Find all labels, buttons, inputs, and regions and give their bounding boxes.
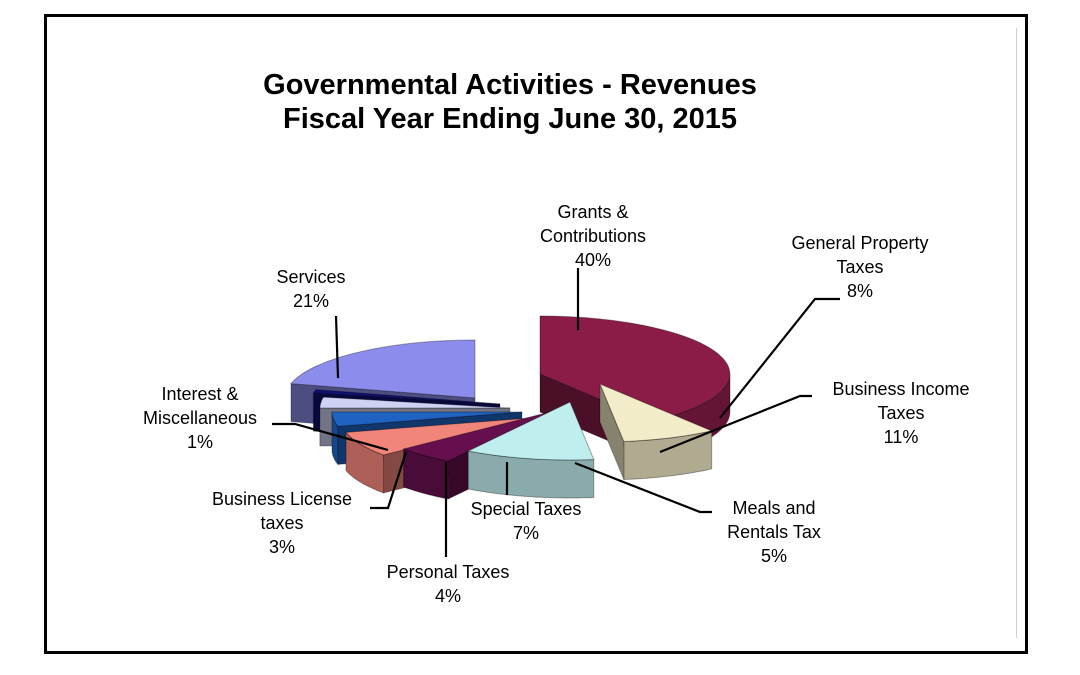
pie-top-services — [289, 339, 476, 399]
slice-label-interest: Interest & — [161, 384, 238, 404]
slice-value-label-meals: 5% — [761, 546, 787, 566]
chart-title: Governmental Activities - Revenues — [263, 69, 757, 101]
slice-value-label-services: 21% — [293, 291, 329, 311]
slice-label-license: Business License — [212, 489, 352, 509]
leader-line-property — [719, 297, 840, 419]
pie-slice-income — [466, 401, 595, 499]
slice-label-property: General Property — [791, 233, 928, 253]
slice-label-property: Taxes — [836, 257, 883, 277]
slice-value-label-interest: 1% — [187, 432, 213, 452]
slice-value-label-license: 3% — [269, 537, 295, 557]
slice-label-special: Special Taxes — [471, 499, 582, 519]
chart-subtitle: Fiscal Year Ending June 30, 2015 — [282, 103, 738, 135]
slice-label-personal: Personal Taxes — [387, 562, 510, 582]
pie-side-personal — [331, 412, 339, 466]
slice-label-interest: Miscellaneous — [143, 408, 257, 428]
leader-line-services — [334, 315, 340, 379]
leader-line-meals — [574, 461, 712, 514]
leader-line-interest — [272, 422, 389, 452]
slice-label-services: Services — [276, 267, 345, 287]
slice-label-income: Business Income — [832, 379, 969, 399]
pie-top-special — [344, 417, 531, 456]
slice-label-income: Taxes — [877, 403, 924, 423]
frame-edge-line — [1016, 28, 1017, 638]
pie-top-interest — [312, 389, 501, 405]
slice-label-meals: Rentals Tax — [727, 522, 821, 542]
slice-value-label-property: 8% — [847, 281, 873, 301]
pie-side-income — [467, 450, 595, 499]
pie-sides — [289, 315, 731, 500]
pie-top-license — [319, 396, 511, 409]
slice-label-license: taxes — [260, 513, 303, 533]
slice-value-label-special: 7% — [513, 523, 539, 543]
slice-value-label-grants: 40% — [575, 250, 611, 270]
slice-label-meals: Meals and — [732, 498, 815, 518]
pie-labels: Grants & Contributions 40% General Property… — [143, 202, 970, 606]
pie-slice-property — [599, 383, 714, 481]
chart-title-block: Governmental Activities - Revenues Fisca… — [0, 68, 1020, 136]
pie-top-income — [466, 401, 595, 461]
slice-value-label-income: 11% — [884, 427, 919, 447]
leader-line-income — [659, 394, 812, 454]
leader-line-license — [370, 451, 408, 510]
pie-top-personal — [331, 411, 523, 427]
slice-value-label-personal: 4% — [435, 586, 461, 606]
slice-label-grants: Contributions — [540, 226, 646, 246]
slice-label-grants: Grants & — [557, 202, 628, 222]
pie-top-grants — [539, 315, 731, 422]
pie-top-meals — [401, 411, 551, 462]
chart-frame — [44, 14, 1028, 654]
pie-cut-property — [599, 383, 625, 480]
